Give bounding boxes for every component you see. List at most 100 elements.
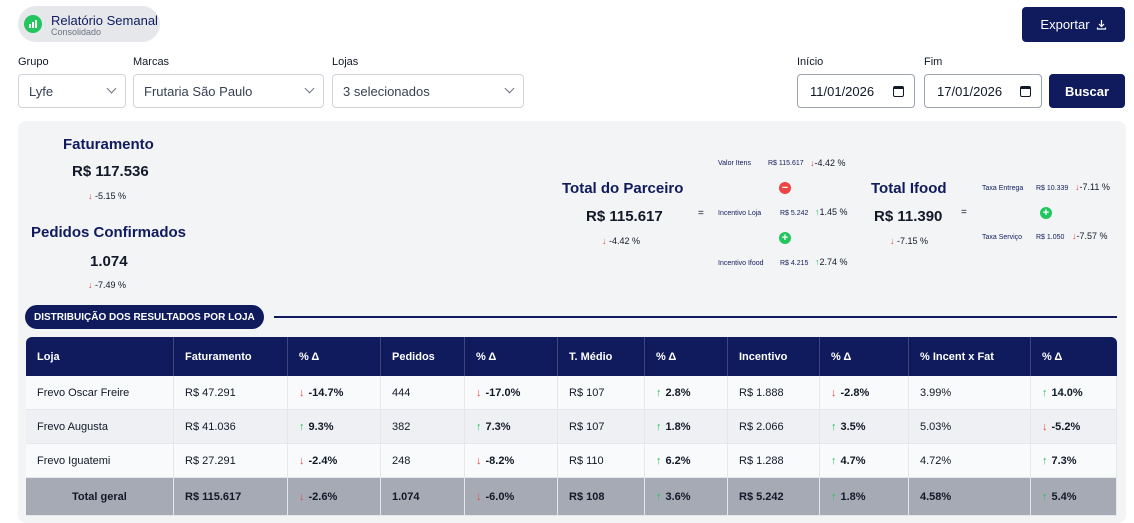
table-cell: R$ 110	[558, 444, 645, 478]
faturamento-value: R$ 117.536	[72, 163, 149, 180]
column-header[interactable]: % Δ	[820, 337, 909, 376]
table-total-row: Total geral R$ 115.617 ↓ -2.6% 1.074 ↓ -6.0% R$…	[26, 478, 1117, 516]
ifood-title: Total Ifood	[871, 180, 947, 197]
inicio-date-input[interactable]: 11/01/2026	[797, 74, 915, 108]
export-button[interactable]: Exportar	[1022, 7, 1125, 42]
arrow-up-icon: ↑	[656, 386, 662, 399]
minus-circle-icon: −	[779, 182, 791, 194]
table-cell: Total geral	[26, 478, 174, 516]
chevron-down-icon	[304, 83, 315, 94]
arrow-up-icon: ↑	[831, 420, 837, 433]
table-cell: R$ 115.617	[174, 478, 288, 516]
table-cell: R$ 107	[558, 410, 645, 444]
column-header[interactable]: Faturamento	[174, 337, 288, 376]
table-cell: 4.58%	[909, 478, 1031, 516]
search-button[interactable]: Buscar	[1049, 74, 1125, 108]
table-cell: ↓ -5.2%	[1031, 410, 1117, 444]
grupo-select[interactable]: Lyfe	[18, 74, 126, 108]
arrow-down-icon: ↓	[890, 236, 895, 246]
column-header[interactable]: % Incent x Fat	[909, 337, 1031, 376]
taxa-servico-variation: ↓-7.57 %	[1072, 231, 1108, 241]
table-cell: 5.03%	[909, 410, 1031, 444]
column-header[interactable]: % Δ	[1031, 337, 1117, 376]
pedidos-title: Pedidos Confirmados	[31, 224, 187, 241]
lojas-label: Lojas	[332, 56, 359, 68]
section-title: DISTRIBUIÇÃO DOS RESULTADOS POR LOJA	[25, 305, 264, 329]
arrow-up-icon: ↑	[656, 490, 662, 503]
table-cell: R$ 2.066	[728, 410, 820, 444]
table-cell: R$ 47.291	[174, 376, 288, 410]
arrow-down-icon: ↓	[602, 236, 607, 246]
inicio-value: 11/01/2026	[810, 83, 875, 99]
table-cell: 3.99%	[909, 376, 1031, 410]
taxa-entrega-variation: ↓-7.11 %	[1075, 182, 1110, 192]
export-label: Exportar	[1040, 17, 1090, 32]
column-header[interactable]: Loja	[26, 337, 174, 376]
table-cell: ↑ 7.3%	[465, 410, 558, 444]
column-header[interactable]: % Δ	[288, 337, 381, 376]
column-header[interactable]: T. Médio	[558, 337, 645, 376]
table-cell: R$ 108	[558, 478, 645, 516]
table-cell: Frevo Augusta	[26, 410, 174, 444]
parceiro-value: R$ 115.617	[586, 208, 663, 225]
table-cell: R$ 41.036	[174, 410, 288, 444]
report-subtitle: Consolidado	[51, 27, 102, 37]
arrow-up-icon: ↑	[1042, 490, 1048, 503]
table-cell: ↓ -6.0%	[465, 478, 558, 516]
taxa-entrega-label: Taxa Entrega	[982, 185, 1024, 192]
marcas-select[interactable]: Frutaria São Paulo	[133, 74, 324, 108]
table-row: Frevo Oscar Freire R$ 47.291 ↓ -14.7% 444 ↓ -1…	[26, 376, 1117, 410]
equals-sign: =	[698, 208, 704, 219]
equals-sign: =	[961, 207, 967, 218]
table-cell: R$ 27.291	[174, 444, 288, 478]
table-cell: ↑ 4.7%	[820, 444, 909, 478]
table-cell: 444	[381, 376, 465, 410]
arrow-down-icon: ↓	[299, 386, 305, 399]
column-header[interactable]: % Δ	[465, 337, 558, 376]
incentivo-ifood-label: Incentivo Ifood	[718, 260, 764, 267]
incentivo-ifood-variation: ↑2.74 %	[815, 257, 848, 267]
arrow-up-icon: ↑	[656, 420, 662, 433]
lojas-value: 3 selecionados	[343, 83, 430, 99]
plus-circle-icon: +	[779, 232, 791, 244]
incentivo-ifood-value: R$ 4.215	[780, 260, 809, 267]
arrow-up-icon: ↑	[1042, 454, 1048, 467]
arrow-up-icon: ↑	[831, 490, 837, 503]
marcas-value: Frutaria São Paulo	[144, 83, 253, 99]
table-cell: 4.72%	[909, 444, 1031, 478]
arrow-up-icon: ↑	[476, 420, 482, 433]
arrow-up-icon: ↑	[299, 420, 305, 433]
fim-label: Fim	[924, 56, 943, 68]
fim-date-input[interactable]: 17/01/2026	[924, 74, 1042, 108]
table-cell: 1.074	[381, 478, 465, 516]
column-header[interactable]: Incentivo	[728, 337, 820, 376]
table-cell: ↑ 1.8%	[820, 478, 909, 516]
column-header[interactable]: % Δ	[645, 337, 728, 376]
table-cell: ↑ 3.5%	[820, 410, 909, 444]
valor-itens-value: R$ 115.617	[768, 160, 804, 167]
calendar-icon[interactable]	[893, 86, 904, 97]
table-cell: ↑ 3.6%	[645, 478, 728, 516]
lojas-select[interactable]: 3 selecionados	[332, 74, 524, 108]
section-divider	[274, 316, 1117, 318]
table-cell: ↑ 6.2%	[645, 444, 728, 478]
table-cell: ↑ 14.0%	[1031, 376, 1117, 410]
report-chip: Relatório Semanal Consolidado	[18, 6, 160, 42]
column-header[interactable]: Pedidos	[381, 337, 465, 376]
faturamento-title: Faturamento	[63, 136, 154, 153]
arrow-down-icon: ↓	[476, 454, 482, 467]
pedidos-value: 1.074	[90, 253, 128, 270]
table-cell: ↓ -2.8%	[820, 376, 909, 410]
calendar-icon[interactable]	[1020, 86, 1031, 97]
table-cell: 382	[381, 410, 465, 444]
chevron-down-icon	[504, 83, 515, 94]
table-cell: ↓ -17.0%	[465, 376, 558, 410]
arrow-down-icon: ↓	[476, 386, 482, 399]
valor-itens-variation: ↓-4.42 %	[810, 158, 846, 168]
taxa-servico-value: R$ 1.050	[1036, 234, 1065, 241]
table-cell: R$ 1.888	[728, 376, 820, 410]
arrow-up-icon: ↑	[831, 454, 837, 467]
table-cell: ↑ 2.8%	[645, 376, 728, 410]
